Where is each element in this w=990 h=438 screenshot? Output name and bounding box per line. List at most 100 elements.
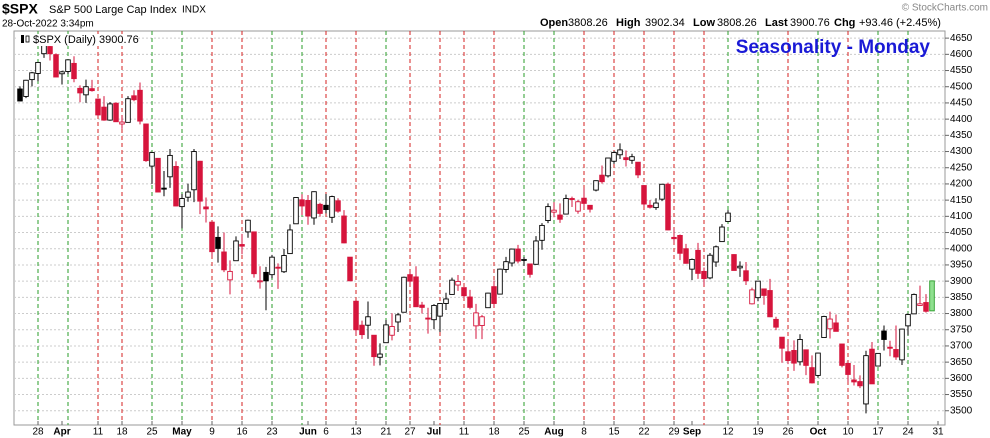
y-tick-label: 4000 (950, 243, 973, 254)
candle-body (191, 151, 197, 191)
candle-body (437, 303, 443, 317)
candle-body (371, 334, 377, 358)
candle-body (227, 270, 233, 281)
candle-body (683, 248, 689, 264)
candle-body (383, 324, 389, 344)
candle-body (713, 246, 719, 263)
y-tick-label: 3550 (950, 389, 973, 400)
candle-body (167, 154, 173, 178)
candle-body (647, 204, 653, 208)
legend-box (18, 34, 138, 46)
candle-body (215, 236, 221, 249)
candle-body (677, 235, 683, 254)
candle-body (827, 318, 833, 330)
quote-label: High (616, 17, 641, 29)
candle-body (851, 379, 857, 383)
y-tick-label: 4150 (950, 195, 973, 206)
candle-body (767, 290, 773, 318)
symbol: $SPX (2, 1, 38, 17)
x-tick-label: 29 (668, 427, 680, 438)
candle-body (407, 274, 413, 282)
candle-body (83, 86, 89, 96)
candle-body (359, 324, 365, 336)
candle-body (473, 312, 479, 327)
candle-body (869, 348, 875, 385)
y-tick-label: 3800 (950, 308, 973, 319)
legend-icon (21, 35, 24, 43)
quote-label: Low (693, 17, 715, 29)
candle-body (455, 281, 461, 286)
candle-body (95, 98, 101, 116)
candle-body (275, 266, 281, 269)
legend: $SPX (Daily) 3900.76 (33, 34, 139, 46)
candle-body (893, 349, 899, 358)
quote-value: 3900.76 (790, 17, 830, 29)
candle-body (749, 289, 755, 305)
candle-body (143, 123, 149, 162)
candle-body (539, 224, 545, 241)
candle-body (413, 276, 419, 308)
candle-body (269, 256, 275, 276)
candle-body (281, 255, 287, 273)
candle-body (221, 251, 227, 271)
candle-body (263, 271, 269, 282)
x-tick-label: 9 (209, 427, 215, 438)
candle-body (533, 240, 539, 265)
candle-body (485, 292, 491, 309)
candle-body (527, 263, 533, 275)
candle-body (593, 180, 599, 191)
quote-value: +93.46 (+2.45%) (859, 17, 941, 29)
x-tick-label: 25 (146, 427, 158, 438)
quote-label: Open (540, 17, 568, 29)
y-tick-label: 3700 (950, 341, 973, 352)
quote-value: 3902.34 (645, 17, 685, 29)
candle-body (293, 197, 299, 225)
candle-body (77, 87, 83, 94)
candle-body (311, 191, 317, 219)
candle-body (887, 346, 893, 349)
y-tick-label: 3600 (950, 373, 973, 384)
candle-body (623, 157, 629, 161)
candle-body (515, 248, 521, 262)
candle-body (161, 187, 167, 190)
candle-body (107, 103, 113, 121)
candle-body (479, 316, 485, 326)
candle-body (797, 339, 803, 363)
candle-body (845, 362, 851, 375)
candle-body (731, 254, 737, 271)
index-name: S&P 500 Large Cap Index (49, 4, 177, 16)
candle-body (857, 381, 863, 387)
candle-body (629, 156, 635, 161)
copyright: © StockCharts.com (902, 3, 988, 14)
candle-body (23, 79, 29, 97)
candle-body (563, 198, 569, 215)
candle-body (617, 149, 623, 156)
candle-body (233, 240, 239, 262)
x-tick-label: Oct (810, 427, 827, 438)
candle-body (815, 352, 821, 376)
x-tick-label: Aug (544, 427, 563, 438)
candle-body (755, 280, 761, 299)
candle-body (245, 219, 251, 233)
x-tick-label: 11 (93, 427, 104, 438)
candle-body (257, 280, 263, 283)
candle-body (89, 88, 95, 92)
candle-body (179, 198, 185, 208)
candle-body (635, 161, 641, 176)
x-tick-label: Apr (53, 427, 70, 438)
candle-body (209, 221, 215, 253)
candle-body (449, 279, 455, 295)
candle-body (557, 214, 563, 220)
x-tick-label: 13 (350, 427, 362, 438)
candle-body (821, 316, 827, 338)
x-tick-label: May (172, 427, 192, 438)
candle-body (347, 256, 353, 282)
x-tick-label: 11 (459, 427, 470, 438)
candle-body (113, 102, 119, 123)
candle-body (779, 336, 785, 349)
x-tick-label: 26 (782, 427, 794, 438)
candle-body (395, 314, 401, 323)
x-tick-label: 25 (518, 427, 530, 438)
y-tick-label: 3900 (950, 276, 973, 287)
